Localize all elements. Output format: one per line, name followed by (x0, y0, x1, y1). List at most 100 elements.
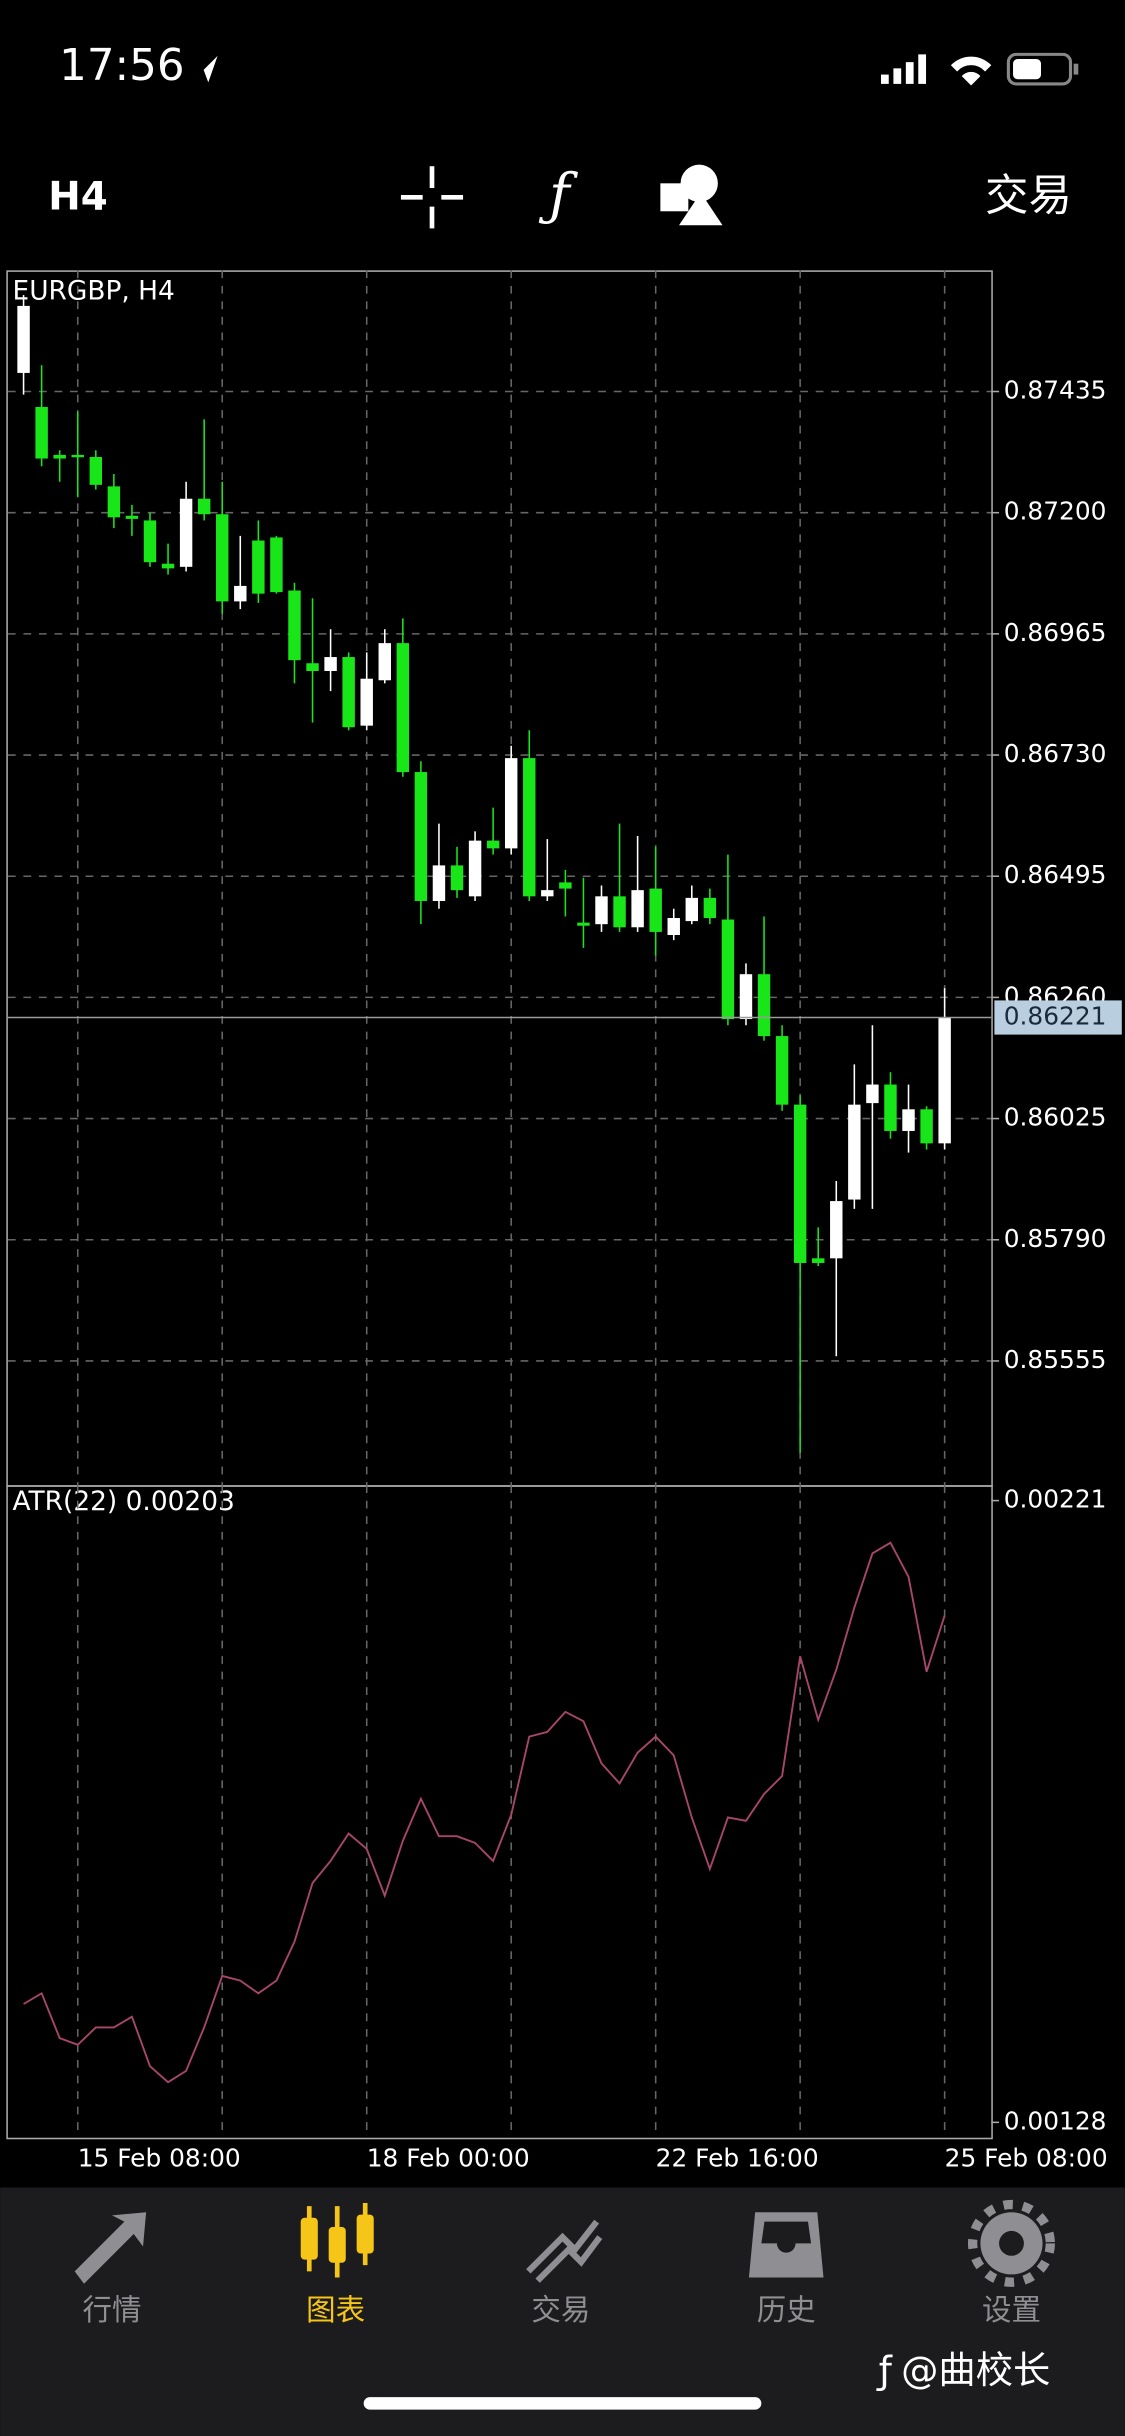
candle-body (541, 890, 554, 897)
x-tick-label: 22 Feb 16:00 (656, 2143, 819, 2172)
y-tick-label: 0.87435 (1004, 376, 1107, 405)
y-tick-label: 0.85555 (1004, 1345, 1107, 1374)
candle-body (143, 520, 157, 563)
last-price-box (994, 1000, 1122, 1035)
candle-body (414, 772, 428, 901)
candle-body (107, 486, 121, 518)
tab-label[interactable]: 交易 (531, 2293, 590, 2327)
candle-body (559, 882, 572, 889)
atr-line (23, 1541, 946, 2084)
candle-body (360, 678, 373, 726)
battery-icon (1006, 52, 1073, 86)
candle-body (468, 840, 482, 897)
candle-body (757, 974, 771, 1037)
trade-button[interactable]: 交易 (985, 171, 1072, 221)
location-icon (192, 55, 218, 83)
candle-body (848, 1104, 861, 1200)
candle-body (739, 974, 753, 1020)
tab-icon-chart (300, 2202, 374, 2278)
candle-body (504, 758, 518, 849)
candle-body (179, 498, 193, 567)
candle-body (577, 922, 590, 926)
candle-body (342, 657, 355, 728)
candle-body (812, 1258, 825, 1263)
candle-body (685, 897, 699, 922)
candle-body (17, 305, 30, 373)
candle-body (288, 590, 301, 661)
signal-icon (880, 54, 927, 84)
candle-body (920, 1109, 933, 1144)
last-price-label: 0.86221 (1004, 1002, 1107, 1031)
candle-body (306, 663, 319, 671)
candle-body (793, 1104, 807, 1263)
candle-body (396, 643, 410, 773)
candle-body (866, 1084, 879, 1104)
x-tick-label: 18 Feb 00:00 (367, 2143, 530, 2172)
y-tick-label: 0.00221 (1004, 1485, 1107, 1514)
candle-body (324, 657, 337, 671)
candle-body (775, 1036, 789, 1105)
tab-icon-settings (967, 2199, 1055, 2287)
watermark: @曲校长 (901, 2348, 1050, 2392)
candle-body (902, 1109, 915, 1131)
candle-body (631, 890, 644, 928)
tab-label[interactable]: 设置 (982, 2293, 1041, 2327)
y-tick-label: 0.86025 (1004, 1103, 1107, 1132)
candle-body (884, 1084, 897, 1131)
atr-title: ATR(22) 0.00203 (13, 1486, 235, 1517)
tab-label[interactable]: 行情 (82, 2293, 141, 2327)
candle-body (161, 563, 175, 569)
y-tick-label: 0.86495 (1004, 860, 1107, 889)
y-tick-label: 0.87200 (1004, 497, 1107, 526)
candle-body (53, 454, 66, 459)
atr-panel-frame (6, 1485, 993, 2140)
x-tick-label: 25 Feb 08:00 (945, 2143, 1108, 2172)
tab-label[interactable]: 历史 (757, 2293, 816, 2327)
objects-button[interactable] (660, 164, 723, 226)
candle-body (35, 406, 48, 459)
x-tick-label: 15 Feb 08:00 (78, 2143, 241, 2172)
candle-body (71, 454, 84, 458)
candle-body (667, 917, 680, 936)
battery-tip (1073, 63, 1079, 75)
candle-body (486, 840, 500, 849)
status-time: 17:56 (59, 41, 184, 91)
candle-body (432, 865, 446, 901)
tab-bar (0, 2187, 1125, 2436)
candle-body (450, 865, 464, 891)
candle-body (270, 537, 283, 593)
timeframe-button[interactable]: H4 (48, 174, 108, 219)
candle-body (378, 643, 391, 681)
candle-body (613, 896, 626, 928)
wifi-icon (950, 56, 992, 86)
y-tick-label: 0.85790 (1004, 1224, 1107, 1253)
candle-body (721, 919, 735, 1020)
candle-body (830, 1201, 843, 1259)
tab-icon-trade (526, 2219, 603, 2283)
tab-icon-history (748, 2212, 824, 2278)
candle-body (595, 896, 608, 925)
crosshair-button[interactable] (400, 166, 464, 229)
candle-body (125, 515, 139, 519)
y-tick-label: 0.00128 (1004, 2106, 1107, 2135)
watermark-logo: ƒ (876, 2348, 893, 2392)
candle-body (523, 758, 536, 897)
candle-body (89, 456, 103, 485)
candle-body (252, 540, 265, 594)
candle-body (234, 585, 247, 602)
candle-body (938, 1017, 951, 1144)
symbol-title: EURGBP, H4 (13, 276, 175, 307)
y-tick-label: 0.86965 (1004, 618, 1107, 647)
candle-body (216, 514, 229, 602)
tab-icon-quotes (74, 2212, 147, 2284)
battery-level (1013, 59, 1041, 80)
tab-label[interactable]: 图表 (306, 2293, 365, 2327)
candle-body (197, 498, 211, 515)
home-indicator (363, 2397, 762, 2410)
candle-body (649, 888, 662, 932)
candle-body (703, 897, 717, 918)
y-tick-label: 0.86730 (1004, 739, 1107, 768)
